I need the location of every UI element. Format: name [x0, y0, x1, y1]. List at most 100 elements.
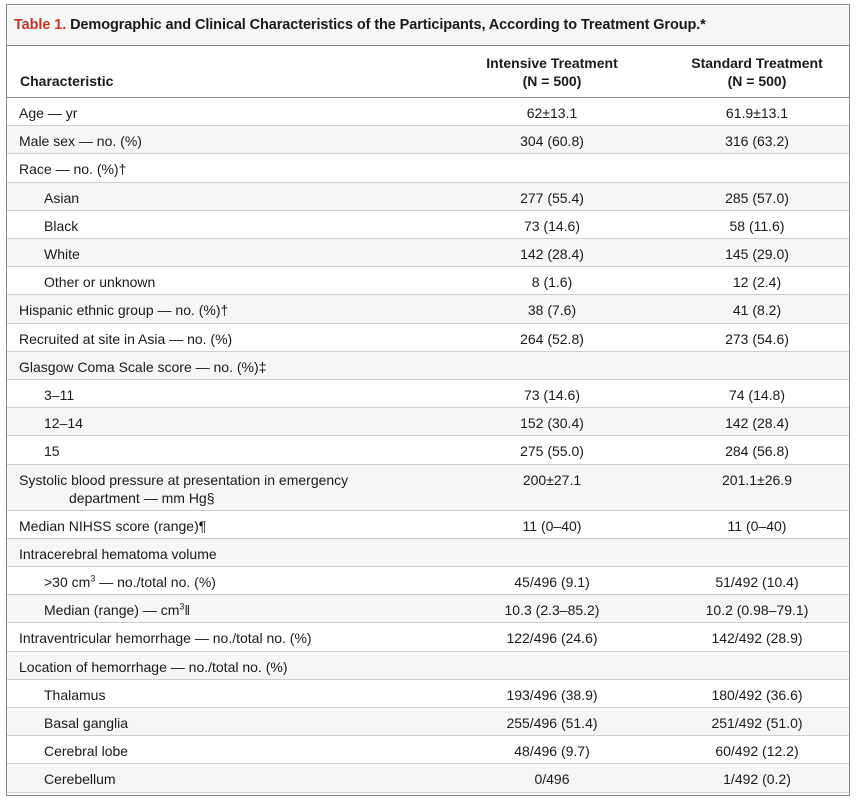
- row-divider: [7, 735, 849, 737]
- header-rule: [7, 97, 849, 98]
- row-label: Median (range) — cm3‖: [44, 601, 190, 619]
- row-label: Black: [44, 217, 78, 235]
- intensive-value: 277 (55.4): [520, 189, 584, 206]
- row-divider: [7, 350, 849, 352]
- table-row: Systolic blood pressure at presentation …: [7, 464, 849, 511]
- row-label: 12–14: [44, 414, 83, 432]
- standard-value: 1/492 (0.2): [723, 771, 791, 788]
- row-label: Intracerebral hematoma volume: [19, 545, 217, 563]
- row-label-text: Intraventricular hemorrhage — no./total …: [19, 630, 312, 647]
- row-label-tail: ‖: [184, 602, 191, 619]
- row-label-text: 12–14: [44, 415, 83, 432]
- row-label-text: Race — no. (%)†: [19, 161, 127, 178]
- row-label: Basal ganglia: [44, 714, 128, 732]
- table-row: White 142 (28.4) 145 (29.0): [7, 239, 849, 268]
- table-row: Location of hemorrhage — no./total no. (…: [7, 651, 849, 680]
- intensive-value: 304 (60.8): [520, 133, 584, 150]
- table-row: 15 275 (55.0) 284 (56.8): [7, 436, 849, 465]
- intensive-value: 264 (52.8): [520, 330, 584, 347]
- row-label-text: 3–11: [44, 387, 75, 403]
- table-row: Median NIHSS score (range)¶ 11 (0–40) 11 (…: [7, 511, 849, 539]
- standard-value: 60/492 (12.2): [715, 743, 799, 760]
- table-caption: Demographic and Clinical Characteristics…: [70, 17, 706, 33]
- table-row: Median (range) — cm3‖ 10.3 (2.3–85.2) 10.2…: [7, 595, 849, 624]
- table-row: Thalamus 193/496 (38.9) 180/492 (36.6): [7, 680, 849, 708]
- row-divider: [7, 463, 849, 465]
- row-divider: [7, 153, 849, 155]
- table-title: Table 1. Demographic and Clinical Charac…: [14, 17, 706, 33]
- table-row: Asian 277 (55.4) 285 (57.0): [7, 182, 849, 211]
- table-row: 3–11 73 (14.6) 74 (14.8): [7, 380, 849, 409]
- row-label: Glasgow Coma Scale score — no. (%)‡: [19, 358, 266, 376]
- row-label-text: Cerebral lobe: [44, 743, 129, 760]
- row-label-text: >30 cm: [44, 574, 91, 590]
- row-label-text: Thalamus: [44, 686, 106, 703]
- row-divider: [7, 294, 849, 296]
- row-label: Intraventricular hemorrhage — no./total …: [19, 629, 312, 647]
- row-label-text: Basal ganglia: [44, 715, 129, 731]
- table-number: Table 1.: [14, 17, 67, 33]
- table-row: >30 cm3 — no./total no. (%) 45/496 (9.1) 5…: [7, 567, 849, 596]
- row-divider: [7, 594, 849, 596]
- table-frame: Table 1. Demographic and Clinical Charac…: [6, 4, 850, 796]
- row-label-superscript: 3: [90, 573, 96, 584]
- row-label: Median NIHSS score (range)¶: [19, 517, 206, 535]
- row-divider: [7, 237, 849, 239]
- table-row: Cerebral lobe 48/496 (9.7) 60/492 (12.2): [7, 736, 849, 765]
- row-label: Location of hemorrhage — no./total no. (…: [19, 658, 287, 676]
- row-divider: [7, 322, 849, 324]
- standard-value: 251/492 (51.0): [711, 715, 803, 731]
- table-row: Male sex — no. (%) 304 (60.8) 316 (63.2): [7, 126, 849, 155]
- standard-value: 284 (56.8): [725, 443, 789, 460]
- row-divider: [7, 266, 849, 268]
- intensive-value: 73 (14.6): [523, 387, 581, 403]
- row-label-text: Hispanic ethnic group — no. (%)†: [19, 302, 229, 319]
- row-label-text: Black: [44, 217, 79, 234]
- intensive-value: 73 (14.6): [523, 217, 581, 234]
- intensive-value: 255/496 (51.4): [506, 715, 598, 731]
- row-label-text: White: [44, 246, 80, 262]
- intensive-value: 200±27.1: [522, 471, 582, 488]
- row-label-tail: — no./total no. (%): [95, 574, 216, 590]
- row-label-text: Asian: [44, 189, 80, 206]
- table-title-bar: Table 1. Demographic and Clinical Charac…: [7, 5, 849, 46]
- characteristic-header: Characteristic: [20, 73, 114, 89]
- row-label: Cerebral lobe: [44, 742, 128, 760]
- standard-value: 51/492 (10.4): [715, 574, 799, 590]
- row-label: Age — yr: [19, 104, 77, 122]
- row-label: 15: [44, 442, 60, 460]
- row-divider: [7, 181, 849, 183]
- row-label-text: Median (range) — cm: [44, 602, 180, 619]
- table-row: Basal ganglia 255/496 (51.4) 251/492 (51.0…: [7, 708, 849, 737]
- row-divider: [7, 125, 849, 127]
- row-label-text: Systolic blood pressure at presentation …: [19, 471, 349, 488]
- row-label-continuation: department — mm Hg§: [69, 489, 215, 506]
- row-label: Race — no. (%)†: [19, 160, 126, 178]
- intensive-value: 11 (0–40): [522, 517, 582, 534]
- row-label-text: 15: [44, 443, 60, 460]
- table-row: Glasgow Coma Scale score — no. (%)‡: [7, 351, 849, 380]
- table-row: 12–14 152 (30.4) 142 (28.4): [7, 408, 849, 437]
- standard-value: 41 (8.2): [732, 302, 782, 319]
- standard-value: 10.2 (0.98–79.1): [705, 602, 809, 619]
- row-label: Recruited at site in Asia — no. (%): [19, 330, 232, 348]
- row-divider: [7, 537, 849, 539]
- intensive-header-name: Intensive Treatment: [486, 55, 618, 71]
- standard-value: 180/492 (36.6): [711, 686, 803, 703]
- row-label-text: Cerebellum: [44, 771, 116, 788]
- table-row: Other or unknown 8 (1.6) 12 (2.4): [7, 267, 849, 296]
- row-divider: [7, 407, 849, 409]
- row-label-text: Male sex — no. (%): [19, 133, 142, 150]
- standard-value: 142/492 (28.9): [711, 630, 803, 647]
- standard-value: 285 (57.0): [725, 189, 789, 206]
- table-row: Race — no. (%)†: [7, 154, 849, 183]
- row-divider: [7, 435, 849, 437]
- intensive-header: Intensive Treatment (N = 500): [462, 54, 642, 90]
- intensive-value: 142 (28.4): [520, 246, 584, 262]
- standard-header: Standard Treatment (N = 500): [667, 54, 847, 90]
- row-label: Male sex — no. (%): [19, 132, 142, 150]
- row-label: Systolic blood pressure at presentation …: [19, 471, 348, 507]
- intensive-value: 48/496 (9.7): [514, 743, 590, 760]
- table-row: Hispanic ethnic group — no. (%)† 38 (7.6)…: [7, 295, 849, 324]
- intensive-value: 62±13.1: [526, 105, 578, 121]
